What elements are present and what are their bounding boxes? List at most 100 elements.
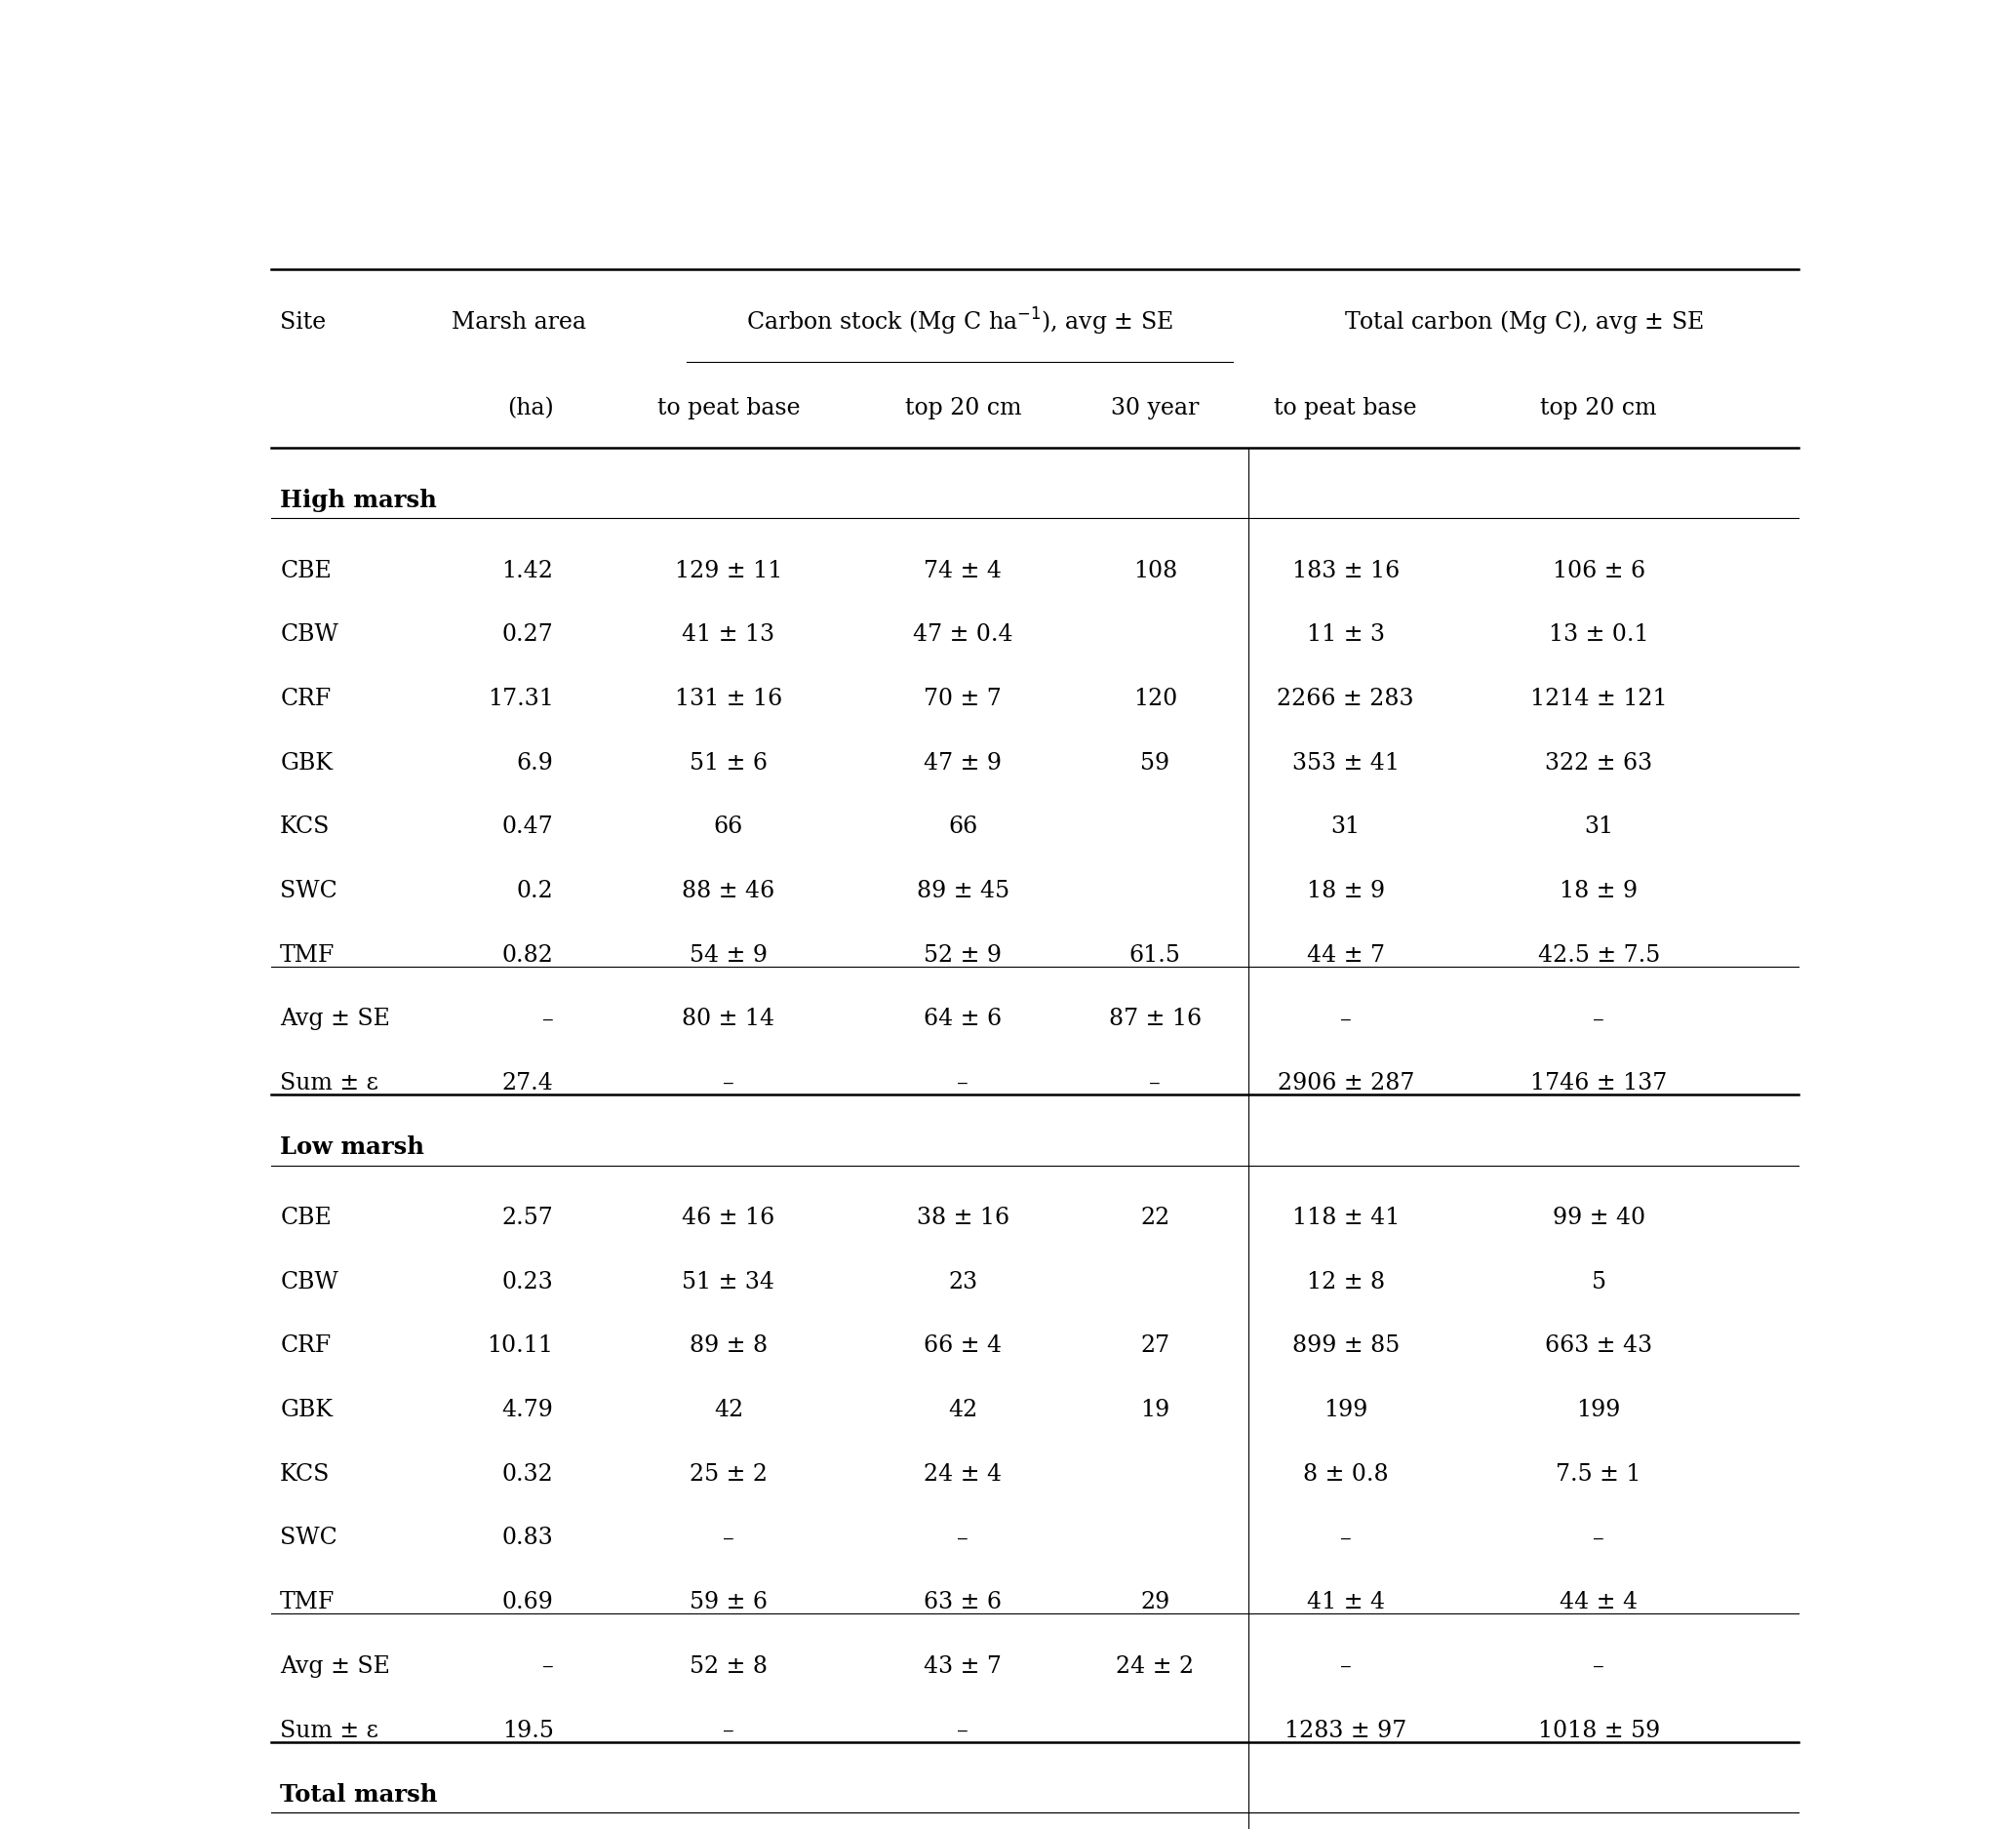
Text: 663 ± 43: 663 ± 43 bbox=[1544, 1335, 1653, 1357]
Text: 2906 ± 287: 2906 ± 287 bbox=[1278, 1072, 1413, 1094]
Text: CBE: CBE bbox=[280, 1207, 331, 1229]
Text: 89 ± 45: 89 ± 45 bbox=[917, 880, 1010, 902]
Text: 41 ± 13: 41 ± 13 bbox=[681, 624, 774, 646]
Text: 66: 66 bbox=[948, 816, 978, 838]
Text: 0.2: 0.2 bbox=[516, 880, 554, 902]
Text: –: – bbox=[958, 1527, 968, 1549]
Text: Avg ± SE: Avg ± SE bbox=[280, 1655, 391, 1677]
Text: 12 ± 8: 12 ± 8 bbox=[1306, 1271, 1385, 1293]
Text: 27: 27 bbox=[1141, 1335, 1169, 1357]
Text: –: – bbox=[1149, 1072, 1161, 1094]
Text: 54 ± 9: 54 ± 9 bbox=[689, 944, 768, 966]
Text: 1.42: 1.42 bbox=[502, 560, 554, 582]
Text: 52 ± 9: 52 ± 9 bbox=[923, 944, 1002, 966]
Text: 29: 29 bbox=[1141, 1591, 1169, 1613]
Text: 87 ± 16: 87 ± 16 bbox=[1109, 1008, 1202, 1030]
Text: 66 ± 4: 66 ± 4 bbox=[923, 1335, 1002, 1357]
Text: 18 ± 9: 18 ± 9 bbox=[1560, 880, 1637, 902]
Text: 0.47: 0.47 bbox=[502, 816, 554, 838]
Text: 13 ± 0.1: 13 ± 0.1 bbox=[1548, 624, 1649, 646]
Text: KCS: KCS bbox=[280, 1463, 331, 1485]
Text: 6.9: 6.9 bbox=[516, 752, 554, 774]
Text: SWC: SWC bbox=[280, 1527, 337, 1549]
Text: CBW: CBW bbox=[280, 624, 339, 646]
Text: 59 ± 6: 59 ± 6 bbox=[689, 1591, 768, 1613]
Text: 4.79: 4.79 bbox=[502, 1399, 554, 1421]
Text: 88 ± 46: 88 ± 46 bbox=[681, 880, 774, 902]
Text: 2.57: 2.57 bbox=[502, 1207, 554, 1229]
Text: 2266 ± 283: 2266 ± 283 bbox=[1278, 688, 1413, 710]
Text: 8 ± 0.8: 8 ± 0.8 bbox=[1302, 1463, 1389, 1485]
Text: GBK: GBK bbox=[280, 752, 333, 774]
Text: KCS: KCS bbox=[280, 816, 331, 838]
Text: 17.31: 17.31 bbox=[488, 688, 554, 710]
Text: –: – bbox=[1593, 1008, 1605, 1030]
Text: –: – bbox=[958, 1072, 968, 1094]
Text: 80 ± 14: 80 ± 14 bbox=[681, 1008, 774, 1030]
Text: 52 ± 8: 52 ± 8 bbox=[689, 1655, 768, 1677]
Text: 46 ± 16: 46 ± 16 bbox=[681, 1207, 774, 1229]
Text: 18 ± 9: 18 ± 9 bbox=[1306, 880, 1385, 902]
Text: –: – bbox=[1341, 1008, 1351, 1030]
Text: 51 ± 34: 51 ± 34 bbox=[681, 1271, 774, 1293]
Text: 30 year: 30 year bbox=[1111, 397, 1200, 419]
Text: 11 ± 3: 11 ± 3 bbox=[1306, 624, 1385, 646]
Text: 25 ± 2: 25 ± 2 bbox=[689, 1463, 768, 1485]
Text: 19: 19 bbox=[1141, 1399, 1169, 1421]
Text: 10.11: 10.11 bbox=[488, 1335, 554, 1357]
Text: 42.5 ± 7.5: 42.5 ± 7.5 bbox=[1538, 944, 1659, 966]
Text: –: – bbox=[542, 1008, 554, 1030]
Text: –: – bbox=[1593, 1655, 1605, 1677]
Text: 1746 ± 137: 1746 ± 137 bbox=[1530, 1072, 1667, 1094]
Text: 41 ± 4: 41 ± 4 bbox=[1306, 1591, 1385, 1613]
Text: 64 ± 6: 64 ± 6 bbox=[923, 1008, 1002, 1030]
Text: –: – bbox=[542, 1655, 554, 1677]
Text: 42: 42 bbox=[714, 1399, 744, 1421]
Text: top 20 cm: top 20 cm bbox=[1540, 397, 1657, 419]
Text: 183 ± 16: 183 ± 16 bbox=[1292, 560, 1399, 582]
Text: 1214 ± 121: 1214 ± 121 bbox=[1530, 688, 1667, 710]
Text: TMF: TMF bbox=[280, 1591, 335, 1613]
Text: 0.23: 0.23 bbox=[502, 1271, 554, 1293]
Text: 61.5: 61.5 bbox=[1129, 944, 1181, 966]
Text: 199: 199 bbox=[1577, 1399, 1621, 1421]
Text: TMF: TMF bbox=[280, 944, 335, 966]
Text: 129 ± 11: 129 ± 11 bbox=[675, 560, 782, 582]
Text: 31: 31 bbox=[1331, 816, 1361, 838]
Text: –: – bbox=[1341, 1527, 1351, 1549]
Text: High marsh: High marsh bbox=[280, 488, 437, 512]
Text: 322 ± 63: 322 ± 63 bbox=[1544, 752, 1653, 774]
Text: 51 ± 6: 51 ± 6 bbox=[689, 752, 768, 774]
Text: 66: 66 bbox=[714, 816, 744, 838]
Text: Sum ± ε: Sum ± ε bbox=[280, 1072, 379, 1094]
Text: 42: 42 bbox=[948, 1399, 978, 1421]
Text: –: – bbox=[1341, 1655, 1351, 1677]
Text: 24 ± 4: 24 ± 4 bbox=[923, 1463, 1002, 1485]
Text: 0.82: 0.82 bbox=[502, 944, 554, 966]
Text: CBW: CBW bbox=[280, 1271, 339, 1293]
Text: –: – bbox=[958, 1719, 968, 1741]
Text: 24 ± 2: 24 ± 2 bbox=[1117, 1655, 1193, 1677]
Text: CBE: CBE bbox=[280, 560, 331, 582]
Text: 38 ± 16: 38 ± 16 bbox=[917, 1207, 1010, 1229]
Text: 0.27: 0.27 bbox=[502, 624, 554, 646]
Text: 70 ± 7: 70 ± 7 bbox=[923, 688, 1002, 710]
Text: top 20 cm: top 20 cm bbox=[905, 397, 1022, 419]
Text: 0.83: 0.83 bbox=[502, 1527, 554, 1549]
Text: 23: 23 bbox=[948, 1271, 978, 1293]
Text: 44 ± 7: 44 ± 7 bbox=[1306, 944, 1385, 966]
Text: 31: 31 bbox=[1585, 816, 1613, 838]
Text: 44 ± 4: 44 ± 4 bbox=[1560, 1591, 1637, 1613]
Text: Total marsh: Total marsh bbox=[280, 1783, 437, 1807]
Text: 199: 199 bbox=[1325, 1399, 1367, 1421]
Text: 47 ± 0.4: 47 ± 0.4 bbox=[913, 624, 1012, 646]
Text: 1283 ± 97: 1283 ± 97 bbox=[1284, 1719, 1407, 1741]
Text: 353 ± 41: 353 ± 41 bbox=[1292, 752, 1399, 774]
Text: CRF: CRF bbox=[280, 1335, 331, 1357]
Text: –: – bbox=[724, 1527, 734, 1549]
Text: 5: 5 bbox=[1591, 1271, 1607, 1293]
Text: 0.69: 0.69 bbox=[502, 1591, 554, 1613]
Text: 0.32: 0.32 bbox=[502, 1463, 554, 1485]
Text: 74 ± 4: 74 ± 4 bbox=[923, 560, 1002, 582]
Text: 22: 22 bbox=[1141, 1207, 1169, 1229]
